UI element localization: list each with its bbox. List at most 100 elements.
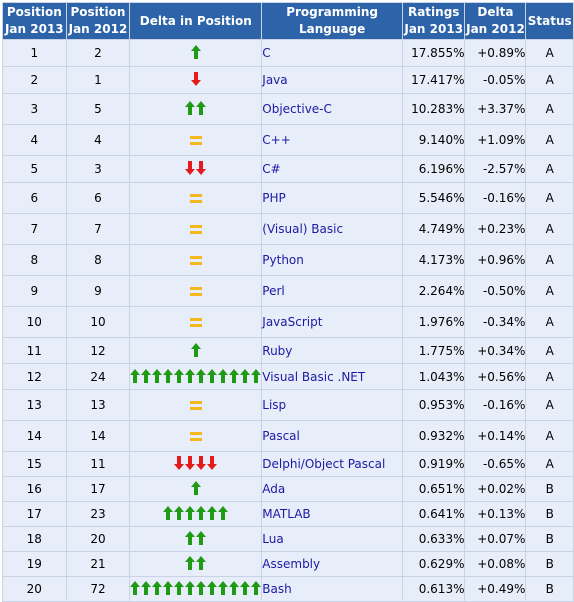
cell-status: A bbox=[525, 306, 574, 338]
cell-language-link[interactable]: Delphi/Object Pascal bbox=[261, 451, 403, 477]
cell-status: A bbox=[525, 244, 574, 276]
cell-delta-position bbox=[129, 389, 263, 421]
cell-rating: 9.140% bbox=[401, 124, 466, 156]
cell-language-link[interactable]: Lua bbox=[261, 526, 403, 552]
arrow-up-icon bbox=[141, 368, 152, 383]
header-position-2012-line2: Jan 2012 bbox=[68, 22, 128, 36]
cell-status: A bbox=[525, 337, 574, 364]
equal-icon bbox=[189, 221, 202, 237]
cell-position-2013: 10 bbox=[2, 306, 67, 338]
arrow-up-icon bbox=[196, 506, 207, 520]
cell-language-link[interactable]: Objective-C bbox=[261, 93, 403, 125]
arrow-up-icon bbox=[174, 581, 185, 595]
cell-delta-rating: +0.89% bbox=[464, 39, 527, 67]
cell-language-link[interactable]: Ada bbox=[261, 476, 403, 502]
cell-position-2013: 2 bbox=[2, 66, 67, 94]
cell-delta-rating: +0.08% bbox=[464, 551, 527, 577]
table-row: 14 14 Pascal 0.932% +0.14% A bbox=[2, 420, 574, 452]
cell-language-link[interactable]: Perl bbox=[261, 275, 403, 307]
header-delta-position: Delta in Position bbox=[129, 2, 263, 40]
cell-position-2013: 3 bbox=[2, 93, 67, 125]
cell-language-link[interactable]: Bash bbox=[261, 576, 403, 602]
arrow-up-icon bbox=[152, 581, 163, 595]
arrow-up-icon bbox=[196, 556, 207, 570]
arrow-down-icon bbox=[174, 456, 185, 470]
cell-delta-position bbox=[129, 363, 263, 390]
cell-language-link[interactable]: C++ bbox=[261, 124, 403, 156]
position-change-arrows bbox=[190, 44, 201, 60]
arrow-up-icon bbox=[163, 506, 174, 520]
cell-status: B bbox=[525, 526, 574, 552]
cell-position-2013: 13 bbox=[2, 389, 67, 421]
cell-position-2012: 4 bbox=[65, 124, 131, 156]
table-row: 3 5 Objective-C 10.283% +3.37% A bbox=[2, 93, 574, 125]
table-body: 1 2 C 17.855% +0.89% A 2 1 Java 17.417% -0.05% A 3 5 O… bbox=[2, 39, 574, 602]
table-row: 4 4 C++ 9.140% +1.09% A bbox=[2, 124, 574, 156]
cell-status: A bbox=[525, 420, 574, 452]
header-delta-rating: Delta Jan 2012 bbox=[464, 2, 527, 40]
cell-delta-rating: +0.56% bbox=[464, 363, 527, 390]
arrow-up-icon bbox=[152, 368, 163, 383]
arrow-up-icon bbox=[185, 581, 196, 595]
cell-language-link[interactable]: C# bbox=[261, 155, 403, 183]
cell-language-link[interactable]: C bbox=[261, 39, 403, 67]
cell-delta-position bbox=[129, 275, 263, 307]
cell-status: B bbox=[525, 551, 574, 577]
cell-delta-rating: +0.96% bbox=[464, 244, 527, 276]
cell-status: A bbox=[525, 213, 574, 245]
cell-position-2012: 6 bbox=[65, 182, 131, 214]
table-row: 11 12 Ruby 1.775% +0.34% A bbox=[2, 337, 574, 364]
cell-rating: 1.043% bbox=[401, 363, 466, 390]
arrow-up-icon bbox=[196, 531, 207, 545]
cell-position-2013: 17 bbox=[2, 501, 67, 527]
cell-delta-position bbox=[129, 66, 263, 94]
cell-language-link[interactable]: (Visual) Basic bbox=[261, 213, 403, 245]
arrow-down-icon bbox=[207, 456, 218, 470]
position-change-arrows bbox=[185, 160, 207, 176]
arrow-up-icon bbox=[130, 368, 141, 383]
cell-language-link[interactable]: Python bbox=[261, 244, 403, 276]
cell-rating: 0.932% bbox=[401, 420, 466, 452]
position-change-arrows bbox=[185, 555, 207, 571]
cell-position-2012: 8 bbox=[65, 244, 131, 276]
cell-language-link[interactable]: Ruby bbox=[261, 337, 403, 364]
table-row: 1 2 C 17.855% +0.89% A bbox=[2, 39, 574, 67]
cell-language-link[interactable]: JavaScript bbox=[261, 306, 403, 338]
cell-position-2012: 17 bbox=[65, 476, 131, 502]
cell-position-2012: 14 bbox=[65, 420, 131, 452]
cell-language-link[interactable]: Lisp bbox=[261, 389, 403, 421]
cell-delta-position bbox=[129, 451, 263, 477]
arrow-up-icon bbox=[196, 581, 207, 595]
position-change-arrows bbox=[130, 368, 262, 384]
cell-delta-rating: -0.16% bbox=[464, 182, 527, 214]
cell-delta-position bbox=[129, 124, 263, 156]
cell-delta-position bbox=[129, 420, 263, 452]
cell-language-link[interactable]: PHP bbox=[261, 182, 403, 214]
cell-position-2013: 19 bbox=[2, 551, 67, 577]
table-row: 8 8 Python 4.173% +0.96% A bbox=[2, 244, 574, 276]
cell-position-2012: 9 bbox=[65, 275, 131, 307]
arrow-up-icon bbox=[130, 581, 141, 595]
cell-rating: 17.417% bbox=[401, 66, 466, 94]
table-row: 2 1 Java 17.417% -0.05% A bbox=[2, 66, 574, 94]
cell-delta-rating: +0.07% bbox=[464, 526, 527, 552]
equal-icon bbox=[189, 428, 202, 444]
cell-status: B bbox=[525, 501, 574, 527]
arrow-up-icon bbox=[218, 368, 229, 383]
header-position-2013: Position Jan 2013 bbox=[2, 2, 67, 40]
equal-icon bbox=[189, 314, 202, 330]
cell-delta-position bbox=[129, 213, 263, 245]
cell-language-link[interactable]: Pascal bbox=[261, 420, 403, 452]
cell-language-link[interactable]: Assembly bbox=[261, 551, 403, 577]
equal-icon bbox=[189, 397, 202, 413]
cell-language-link[interactable]: Java bbox=[261, 66, 403, 94]
cell-position-2013: 20 bbox=[2, 576, 67, 602]
cell-status: B bbox=[525, 476, 574, 502]
cell-position-2013: 14 bbox=[2, 420, 67, 452]
header-row: Position Jan 2013 Position Jan 2012 Delta … bbox=[2, 2, 574, 40]
table-row: 10 10 JavaScript 1.976% -0.34% A bbox=[2, 306, 574, 338]
cell-delta-rating: -0.50% bbox=[464, 275, 527, 307]
arrow-up-icon bbox=[251, 581, 262, 595]
cell-language-link[interactable]: Visual Basic .NET bbox=[261, 363, 403, 390]
cell-language-link[interactable]: MATLAB bbox=[261, 501, 403, 527]
